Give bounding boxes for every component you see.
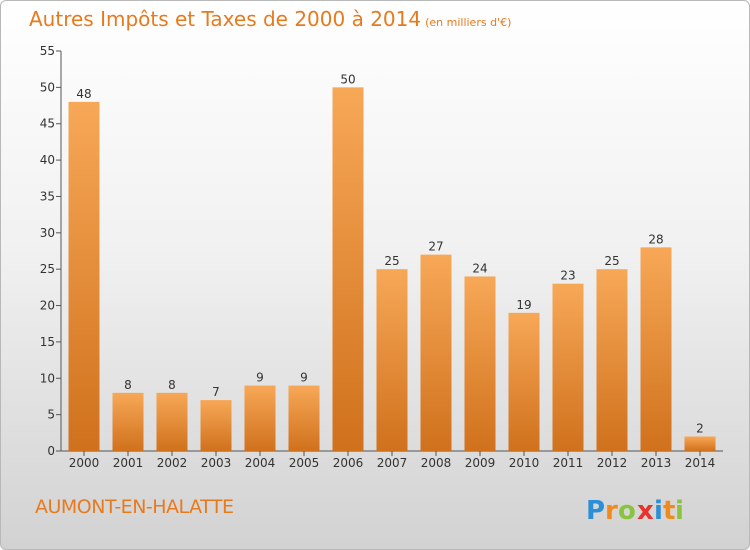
x-tick-label: 2001 xyxy=(113,456,144,470)
y-tick-label: 15 xyxy=(40,335,55,349)
x-tick-label: 2013 xyxy=(641,456,672,470)
bar-2007 xyxy=(376,269,408,451)
bar-2001 xyxy=(112,392,144,451)
y-tick-label: 40 xyxy=(40,153,55,167)
y-tick-label: 25 xyxy=(40,262,55,276)
x-tick-label: 2011 xyxy=(553,456,584,470)
bar-2002 xyxy=(156,392,188,451)
value-label: 7 xyxy=(212,385,220,399)
y-tick-label: 50 xyxy=(40,80,55,94)
x-tick-label: 2003 xyxy=(201,456,232,470)
y-tick-label: 0 xyxy=(47,444,55,458)
y-tick-label: 10 xyxy=(40,371,55,385)
bar-2000 xyxy=(68,101,100,451)
x-tick-label: 2012 xyxy=(597,456,628,470)
x-tick-label: 2002 xyxy=(157,456,188,470)
chart-axes: 0 5 10 15 20 25 30 35 40 45 50 55 2000 2001 2002 2003 20… xyxy=(40,44,723,470)
value-label: 23 xyxy=(560,269,575,283)
value-label: 50 xyxy=(340,72,355,86)
bar-2006 xyxy=(332,87,364,451)
value-label: 27 xyxy=(428,240,443,254)
x-tick-label: 2000 xyxy=(69,456,100,470)
bar-2012 xyxy=(596,269,628,451)
svg-text:t: t xyxy=(663,496,675,526)
bar-2004 xyxy=(244,385,276,451)
bar-2010 xyxy=(508,312,540,451)
bar-2008 xyxy=(420,254,452,451)
chart-title: Autres Impôts et Taxes de 2000 à 2014 (en… xyxy=(29,7,512,31)
bar-2013 xyxy=(640,247,672,451)
y-tick-label: 5 xyxy=(47,408,55,422)
y-tick-label: 45 xyxy=(40,117,55,131)
value-label: 28 xyxy=(648,232,663,246)
value-label: 48 xyxy=(76,87,91,101)
x-tick-label: 2010 xyxy=(509,456,540,470)
bar-2014 xyxy=(684,436,716,451)
x-tick-label: 2005 xyxy=(289,456,320,470)
svg-text:i: i xyxy=(675,496,684,526)
y-tick-label: 55 xyxy=(40,44,55,58)
bar-chart: 0 5 10 15 20 25 30 35 40 45 50 55 2000 2001 2002 2003 20… xyxy=(40,44,723,470)
y-tick-label: 20 xyxy=(40,299,55,313)
value-label: 25 xyxy=(604,254,619,268)
y-tick-label: 30 xyxy=(40,226,55,240)
value-label: 19 xyxy=(516,298,531,312)
proxiti-logo: P r o x i t i xyxy=(586,496,684,526)
bar-2005 xyxy=(288,385,320,451)
value-label: 9 xyxy=(256,371,264,385)
svg-text:x: x xyxy=(637,496,654,526)
chart-value-labels: 48 8 8 7 9 9 50 25 27 24 19 23 25 28 2 xyxy=(76,72,703,435)
value-label: 9 xyxy=(300,371,308,385)
city-name: AUMONT-EN-HALATTE xyxy=(35,496,234,518)
chart-bars xyxy=(68,87,716,451)
value-label: 25 xyxy=(384,254,399,268)
value-label: 2 xyxy=(696,421,704,435)
value-label: 8 xyxy=(168,378,176,392)
x-tick-label: 2009 xyxy=(465,456,496,470)
x-tick-label: 2007 xyxy=(377,456,408,470)
svg-text:r: r xyxy=(605,496,618,526)
x-tick-label: 2008 xyxy=(421,456,452,470)
svg-text:i: i xyxy=(654,496,663,526)
x-tick-label: 2014 xyxy=(685,456,716,470)
bar-2009 xyxy=(464,276,496,451)
value-label: 8 xyxy=(124,378,132,392)
bar-2011 xyxy=(552,283,584,451)
chart-subtitle: (en milliers d'€) xyxy=(425,16,512,29)
svg-text:o: o xyxy=(618,496,636,526)
bar-2003 xyxy=(200,400,232,451)
svg-text:P: P xyxy=(586,496,605,526)
x-tick-label: 2006 xyxy=(333,456,364,470)
y-tick-label: 35 xyxy=(40,189,55,203)
x-tick-label: 2004 xyxy=(245,456,276,470)
value-label: 24 xyxy=(472,261,487,275)
